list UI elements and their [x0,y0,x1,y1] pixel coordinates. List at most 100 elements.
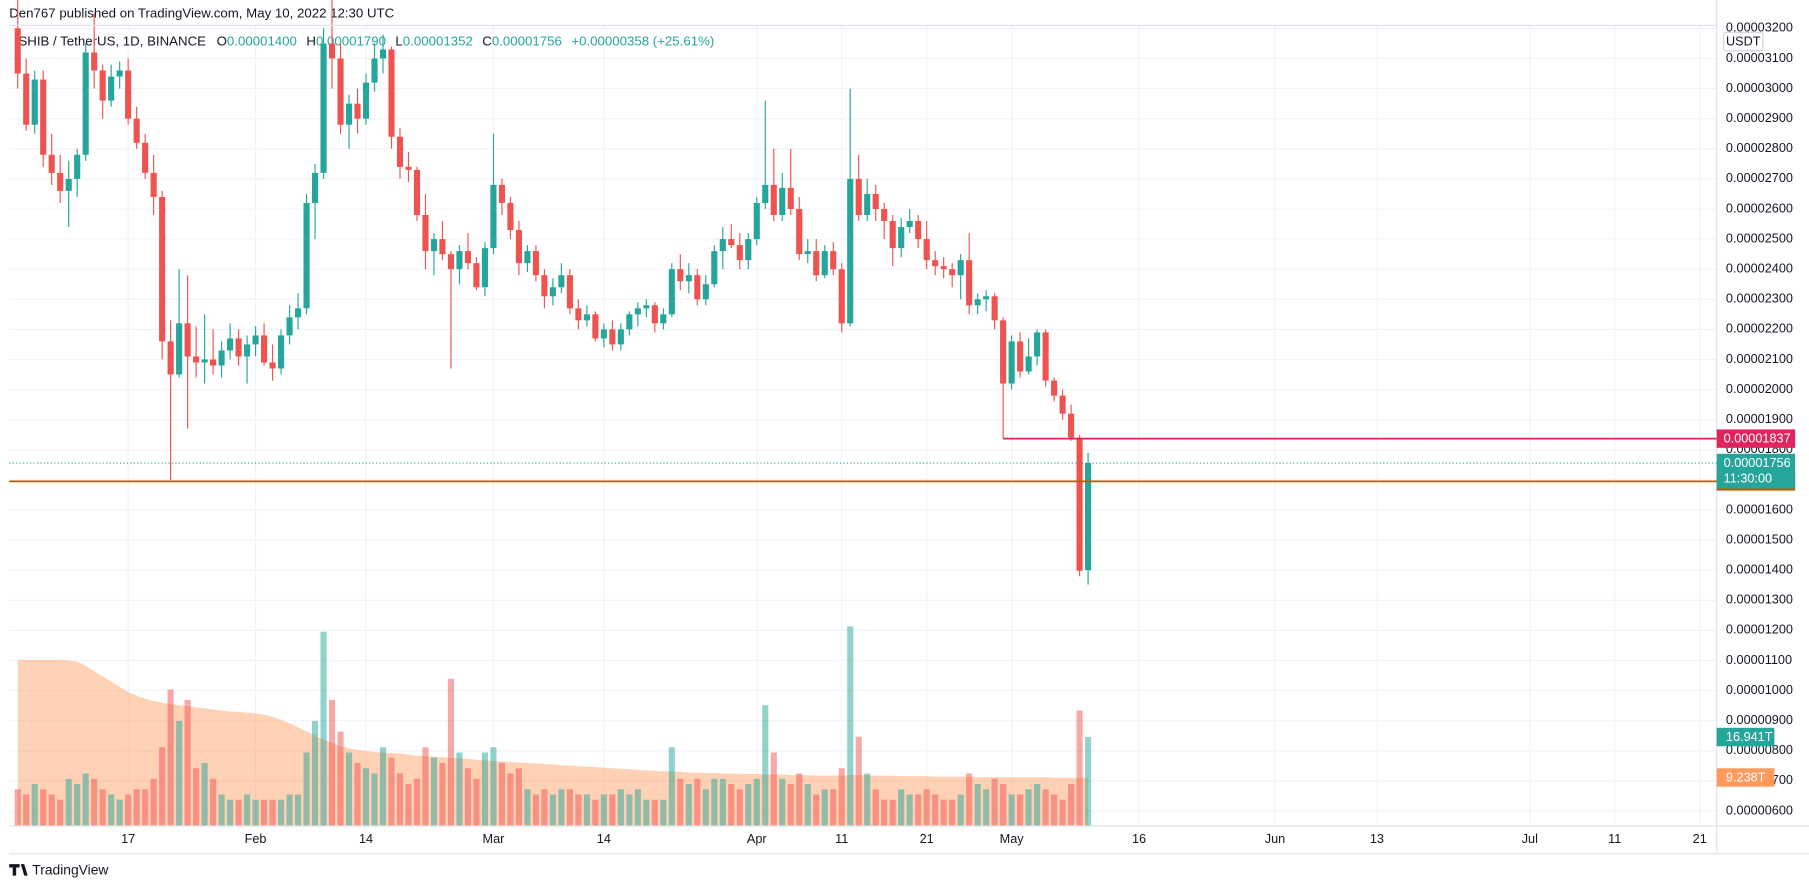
candle-body [311,172,319,203]
volume-bar [354,762,361,827]
candle-body [524,251,531,264]
candle-body [855,178,862,216]
published-note: Den767 published on TradingView.com, May… [9,5,394,20]
volume-bar [1085,737,1092,827]
volume-bar [23,794,30,827]
ohlc-value: 0.00001400 [227,33,297,48]
y-tick-label: 0.00001000 [1726,683,1793,697]
candle-body [898,227,905,249]
candle-body [456,251,463,270]
x-tick-label: 13 [1370,832,1384,846]
volume-bar [320,631,327,827]
candle-body [244,344,251,357]
volume-bar [702,789,709,827]
candle-body [498,184,505,203]
volume-bar [74,783,81,827]
countdown-label: 11:30:00 [1724,472,1772,486]
candle-body [1034,332,1041,357]
candle-body [413,169,421,216]
volume-bar [643,799,650,827]
candle-body [813,251,820,276]
candle-body [549,287,556,297]
candle-body [983,296,990,300]
volume-bar [328,699,336,827]
volume-bar [736,789,743,827]
x-tick-label: 17 [121,832,135,846]
candle-body [91,52,98,71]
volume-bar [668,747,675,827]
x-tick-label: Jun [1265,832,1285,846]
volume-bar [379,747,387,827]
volume-bar [456,752,463,827]
candle-body [142,142,149,173]
candle-body [371,58,378,83]
volume-bar [600,794,607,827]
volume-ma-area [17,660,1089,827]
candle-body [1076,437,1083,571]
x-tick-label: Jul [1522,832,1538,846]
volume-bar [558,789,565,827]
candle-body [881,208,888,222]
candle-body [1025,356,1032,372]
y-tick-label: 0.00001100 [1726,653,1792,667]
candle-body [1042,332,1049,381]
volume-bar [753,778,760,827]
volume-bar [770,752,777,827]
candle-body [303,202,310,309]
volume-bar [1017,794,1024,827]
candle-body [48,154,55,173]
candle-body [719,239,726,252]
candle-body [532,251,539,276]
candle-body [787,187,794,209]
volume-bar [133,789,140,827]
y-tick-label: 0.00003000 [1726,81,1793,95]
volume-bar [949,799,956,827]
candle-body [957,260,964,276]
volume-ma-box [1716,768,1775,787]
candle-body [1068,413,1075,438]
volume-bar [719,778,726,827]
candle-body [940,266,947,270]
volume-bar [745,783,752,827]
candle-body [753,202,760,240]
volume-bar [864,773,871,827]
y-tick-label: 0.00000600 [1726,803,1793,817]
x-tick-label: Feb [245,832,267,846]
candle-body [1000,320,1007,384]
x-tick-label: 16 [1132,832,1146,846]
volume-bar [244,794,251,827]
volume-bar [787,783,794,827]
volume-bar [855,736,862,827]
candle-body [830,251,837,270]
candle-body [583,314,590,321]
candle-body [439,239,446,255]
y-tick-label: 0.00002800 [1726,141,1793,155]
candle-body [889,221,896,249]
volume-bar [677,778,684,827]
y-tick-label: 0.00000900 [1726,713,1793,727]
volume-bar [940,799,947,827]
candle-body [651,305,658,324]
candle-body [99,70,106,101]
candle-body [193,356,200,363]
volume-bar [685,783,692,827]
candle-body [57,172,64,191]
volume-bar [634,789,641,827]
volume-bar [14,789,21,827]
currency-box[interactable] [1723,31,1764,52]
volume-bar [184,699,191,827]
ohlc-value: 0.00001352 [403,33,473,48]
candle-body [1051,380,1058,396]
y-tick-label: 0.00002100 [1726,352,1793,366]
x-tick-label: 11 [1608,832,1621,846]
logo[interactable]: TradingView [9,862,109,878]
volume-bar [99,789,106,827]
volume-bar [303,752,310,827]
volume-ma-label: 9.238T [1726,770,1766,784]
candle-body [201,359,208,363]
volume-bar [1034,783,1041,827]
candle-body [600,329,607,339]
candle-body [592,314,599,339]
